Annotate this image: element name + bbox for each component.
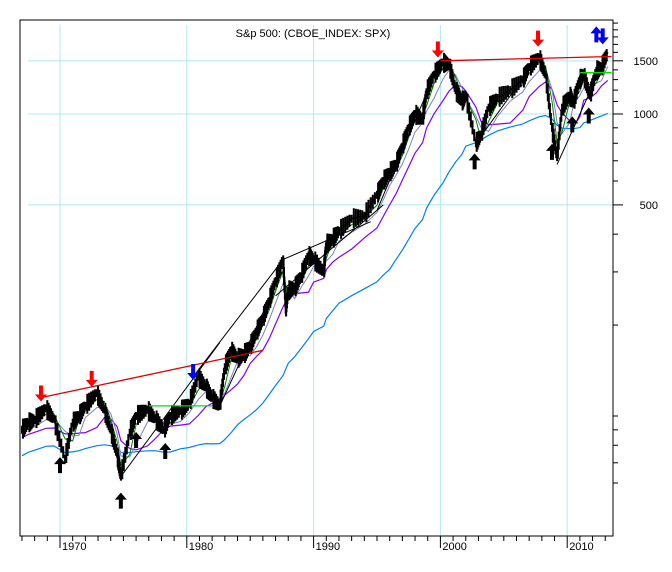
x-tick-label: 1980 bbox=[189, 541, 213, 553]
y-axis: 1500 1000 500 bbox=[613, 22, 658, 484]
blue-down-arrow-icon bbox=[187, 363, 200, 380]
red-down-arrow-icon bbox=[85, 370, 98, 387]
ma-medium-line bbox=[21, 66, 609, 458]
blue-down-arrow-icon bbox=[596, 28, 609, 45]
red-down-arrow-icon bbox=[34, 385, 47, 402]
annotations-layer bbox=[34, 26, 612, 509]
y-tick-label: 1000 bbox=[634, 109, 658, 121]
black-up-arrow-icon bbox=[582, 107, 595, 124]
black-up-arrow-icon bbox=[114, 492, 127, 509]
black-up-arrow-icon bbox=[468, 153, 481, 170]
x-tick-label: 2000 bbox=[442, 541, 466, 553]
red-down-arrow-icon bbox=[532, 30, 545, 47]
trend-line bbox=[192, 259, 284, 377]
grid-lines bbox=[28, 25, 613, 536]
x-tick-label: 2010 bbox=[569, 541, 593, 553]
trend-line bbox=[120, 342, 221, 477]
trend-line bbox=[282, 221, 371, 260]
series-layer bbox=[21, 49, 609, 481]
y-tick-label: 1500 bbox=[634, 56, 658, 68]
y-tick-label: 500 bbox=[640, 200, 658, 212]
x-tick-label: 1970 bbox=[62, 541, 86, 553]
resistance-line bbox=[40, 349, 264, 399]
black-up-arrow-icon bbox=[545, 143, 558, 160]
black-up-arrow-icon bbox=[566, 116, 579, 133]
x-tick-label: 1990 bbox=[316, 541, 340, 553]
trend-line bbox=[475, 60, 536, 144]
red-down-arrow-icon bbox=[431, 41, 444, 58]
black-up-arrow-icon bbox=[54, 457, 66, 474]
ma-very-long-line bbox=[21, 112, 609, 457]
plot-frame bbox=[19, 19, 614, 537]
resistance-line bbox=[440, 55, 612, 62]
black-up-arrow-icon bbox=[159, 443, 172, 460]
blue-up-arrow-icon bbox=[590, 26, 603, 43]
black-up-arrow-icon bbox=[130, 432, 143, 448]
trend-line bbox=[556, 52, 609, 165]
trend-line bbox=[376, 60, 441, 211]
x-axis: 1970 1980 1990 2000 2010 bbox=[21, 536, 606, 553]
trend-line bbox=[219, 271, 283, 407]
trend-line bbox=[275, 204, 384, 297]
chart-title: S&p 500: (CBOE_INDEX: SPX) bbox=[236, 28, 391, 40]
